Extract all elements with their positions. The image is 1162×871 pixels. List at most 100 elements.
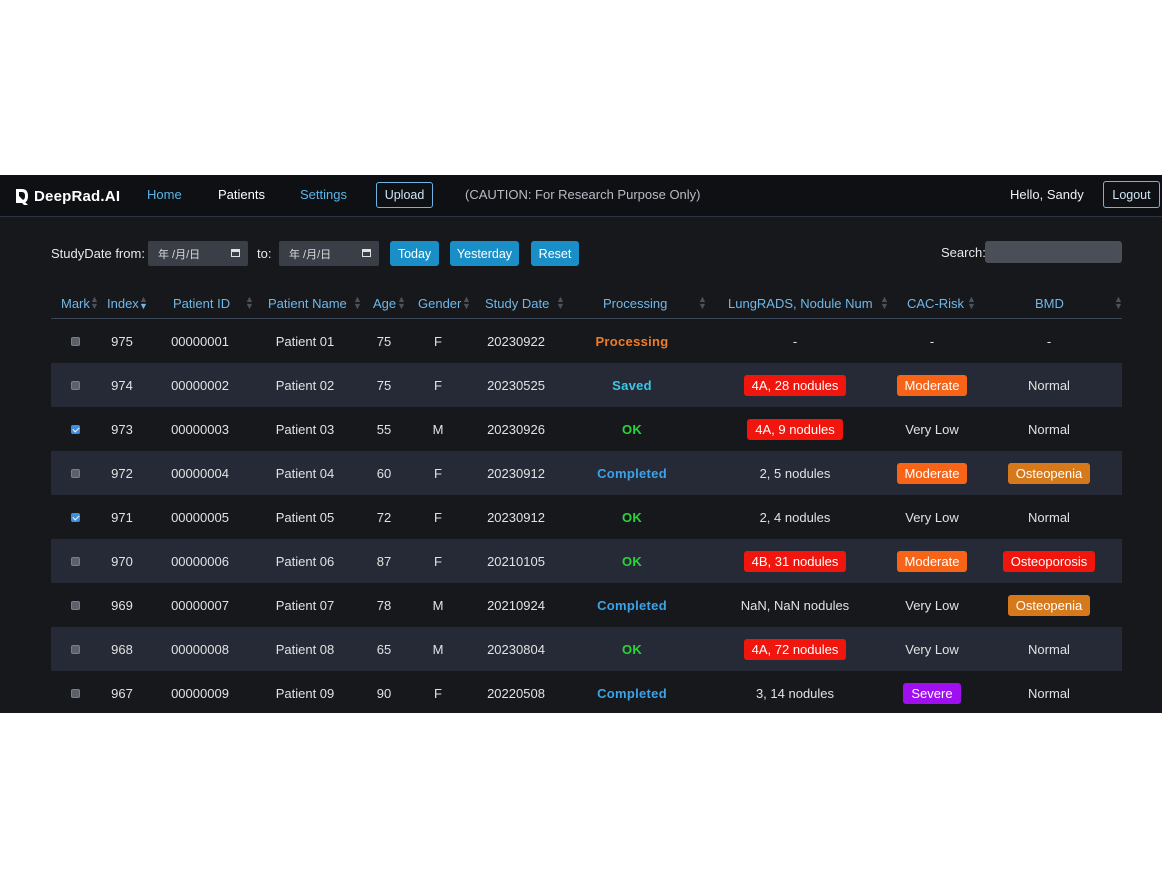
row-lungrads-cell: 2, 5 nodules	[715, 451, 875, 495]
table-row[interactable]: 970 00000006 Patient 06 87 F 20210105 OK 4B, 31…	[51, 539, 1122, 583]
row-index: 973	[111, 421, 133, 437]
row-gender: F	[434, 685, 442, 701]
row-study-date: 20230912	[487, 465, 545, 481]
col-header-study-date[interactable]: Study Date	[485, 296, 550, 311]
date-to-input[interactable]: 年 /月/日	[279, 241, 379, 266]
row-cac-risk: -	[929, 333, 935, 349]
reset-button[interactable]: Reset	[531, 241, 579, 266]
row-mark-checkbox[interactable]	[70, 336, 80, 346]
row-patient-id: 00000007	[171, 597, 229, 613]
col-header-cac-risk[interactable]: CAC-Risk	[907, 296, 965, 311]
date-from-input[interactable]: 年 /月/日	[148, 241, 248, 266]
row-mark-checkbox[interactable]	[70, 644, 80, 654]
table-row[interactable]: 973 00000003 Patient 03 55 M 20230926 OK 4A, 9 …	[51, 407, 1122, 451]
row-mark-checkbox[interactable]	[70, 380, 80, 390]
row-mark-checkbox[interactable]	[70, 600, 80, 610]
row-patient-name: Patient 01	[275, 333, 335, 349]
row-lungrads-cell: 4A, 9 nodules	[715, 407, 875, 451]
logout-button[interactable]: Logout	[1103, 181, 1160, 208]
row-index: 967	[111, 685, 133, 701]
row-bmd-cell: Normal	[969, 495, 1129, 539]
studydate-from-label: StudyDate from:	[51, 246, 145, 261]
row-bmd-cell: Normal	[969, 363, 1129, 407]
row-index-cell: 969	[42, 583, 202, 627]
row-bmd-cell: Normal	[969, 671, 1129, 713]
row-gender: M	[432, 421, 444, 437]
row-mark-checkbox[interactable]	[70, 688, 80, 698]
col-header-processing[interactable]: Processing	[603, 296, 668, 311]
nav-settings-link[interactable]: Settings	[300, 187, 347, 202]
sort-icon[interactable]: ▲ ▼	[245, 294, 254, 311]
sort-icon[interactable]: ▲ ▼	[1114, 294, 1123, 311]
sort-icon[interactable]: ▲ ▼	[90, 294, 99, 311]
row-mark-checkbox[interactable]	[70, 424, 80, 434]
row-patient-name: Patient 04	[275, 465, 335, 481]
row-patient-name-cell: Patient 03	[225, 407, 385, 451]
row-processing-status-cell: Completed	[552, 671, 712, 713]
row-patient-name: Patient 02	[275, 377, 335, 393]
row-patient-id: 00000001	[171, 333, 229, 349]
sort-desc-icon[interactable]: ▲ ▼	[139, 294, 148, 311]
col-header-patient-name[interactable]: Patient Name	[268, 296, 347, 311]
row-lungrads: 2, 4 nodules	[759, 509, 831, 525]
mark-cell	[0, 627, 155, 671]
col-header-lungrads[interactable]: LungRADS, Nodule Num	[728, 296, 873, 311]
nav-patients-link[interactable]: Patients	[218, 187, 265, 202]
calendar-icon[interactable]	[231, 249, 240, 257]
row-patient-name: Patient 03	[275, 421, 335, 437]
row-mark-checkbox[interactable]	[70, 556, 80, 566]
sort-icon[interactable]: ▲ ▼	[698, 294, 707, 311]
row-index: 968	[111, 641, 133, 657]
col-header-age[interactable]: Age	[373, 296, 397, 311]
sort-icon[interactable]: ▲ ▼	[353, 294, 362, 311]
row-lungrads: 4A, 9 nodules	[747, 418, 843, 440]
sort-icon[interactable]: ▲ ▼	[462, 294, 471, 311]
upload-button[interactable]: Upload	[376, 182, 433, 208]
row-cac-risk-cell: Moderate	[852, 451, 1012, 495]
search-input[interactable]	[985, 241, 1122, 263]
yesterday-button[interactable]: Yesterday	[450, 241, 519, 266]
col-header-index[interactable]: Index	[107, 296, 139, 311]
row-age: 55	[376, 421, 392, 437]
table-row[interactable]: 969 00000007 Patient 07 78 M 20210924 Complete…	[51, 583, 1122, 627]
row-bmd-cell: -	[969, 319, 1129, 363]
row-mark-checkbox[interactable]	[70, 512, 80, 522]
table-row[interactable]: 972 00000004 Patient 04 60 F 20230912 Complete…	[51, 451, 1122, 495]
brand-logo[interactable]: DeepRad.AI	[14, 185, 120, 207]
row-study-date: 20210924	[487, 597, 545, 613]
nav-home-link[interactable]: Home	[147, 187, 182, 202]
row-age-cell: 75	[304, 363, 464, 407]
row-processing-status-cell: OK	[552, 495, 712, 539]
row-cac-risk-cell: Very Low	[852, 583, 1012, 627]
row-lungrads: 4B, 31 nodules	[743, 550, 847, 572]
row-mark-checkbox[interactable]	[70, 468, 80, 478]
row-study-date-cell: 20230804	[436, 627, 596, 671]
row-patient-name: Patient 09	[275, 685, 335, 701]
row-gender: F	[434, 333, 442, 349]
row-patient-id-cell: 00000003	[120, 407, 280, 451]
row-patient-name: Patient 05	[275, 509, 335, 525]
col-header-bmd[interactable]: BMD	[1035, 296, 1064, 311]
col-header-patient-id[interactable]: Patient ID	[173, 296, 231, 311]
col-header-gender[interactable]: Gender	[418, 296, 462, 311]
mark-cell	[0, 539, 155, 583]
table-row[interactable]: 975 00000001 Patient 01 75 F 20230922 Processi…	[51, 319, 1122, 363]
row-study-date: 20210105	[487, 553, 545, 569]
sort-icon[interactable]: ▲ ▼	[556, 294, 565, 311]
table-row[interactable]: 968 00000008 Patient 08 65 M 20230804 OK 4A, 72…	[51, 627, 1122, 671]
today-button[interactable]: Today	[390, 241, 439, 266]
sort-icon[interactable]: ▲ ▼	[967, 294, 976, 311]
row-processing-status: Completed	[597, 685, 667, 701]
table-row[interactable]: 971 00000005 Patient 05 72 F 20230912 OK 2, 4 n…	[51, 495, 1122, 539]
calendar-icon[interactable]	[362, 249, 371, 257]
row-cac-risk-cell: Very Low	[852, 495, 1012, 539]
sort-icon[interactable]: ▲ ▼	[397, 294, 406, 311]
row-patient-id-cell: 00000008	[120, 627, 280, 671]
row-bmd-cell: Osteopenia	[969, 451, 1129, 495]
sort-icon[interactable]: ▲ ▼	[880, 294, 889, 311]
row-cac-risk-cell: Moderate	[852, 363, 1012, 407]
table-row[interactable]: 974 00000002 Patient 02 75 F 20230525 Saved 4A,…	[51, 363, 1122, 407]
row-age: 65	[376, 641, 392, 657]
table-row[interactable]: 967 00000009 Patient 09 90 F 20220508 Complete…	[51, 671, 1122, 713]
col-header-mark[interactable]: Mark	[61, 296, 90, 311]
